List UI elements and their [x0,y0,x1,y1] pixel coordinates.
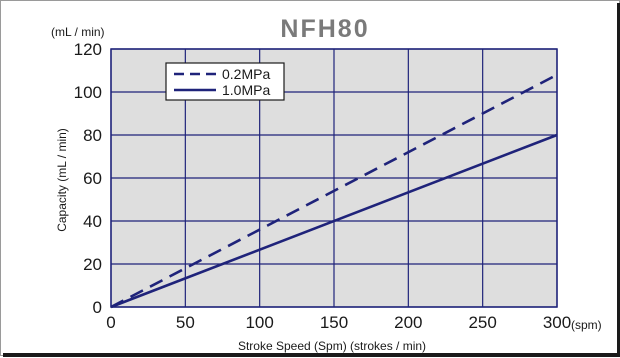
chart-title: NFH80 [280,15,369,43]
y-tick-label: 80 [83,126,102,145]
y-tick-label: 20 [83,255,102,274]
x-tick-label: 150 [320,313,348,332]
x-tick-label: 300 [543,313,571,332]
frame-shadow-bottom [3,353,619,357]
legend-label-1: 0.2MPa [222,66,270,82]
y-unit-label: (mL / min) [51,25,105,39]
y-tick-label: 0 [93,298,102,317]
x-tick-label: 100 [245,313,273,332]
x-tick-label: 0 [106,313,115,332]
x-unit-label: (spm) [571,318,602,332]
plot-border [110,48,558,308]
y-tick-label: 40 [83,212,102,231]
y-tick-label: 120 [74,40,102,59]
y-tick-label: 60 [83,169,102,188]
x-tick-label: 50 [176,313,195,332]
x-tick-label: 200 [394,313,422,332]
x-axis-label: Stroke Speed (Spm) (strokes / min) [238,339,426,353]
legend-box [165,62,285,101]
legend-label-2: 1.0MPa [222,82,270,98]
y-axis-label: Capacity (mL / min) [55,128,69,232]
series-line-2 [110,133,558,309]
x-tick-label: 250 [468,313,496,332]
frame-shadow-right [617,3,620,357]
series-line-1 [110,73,558,309]
y-tick-label: 100 [74,83,102,102]
